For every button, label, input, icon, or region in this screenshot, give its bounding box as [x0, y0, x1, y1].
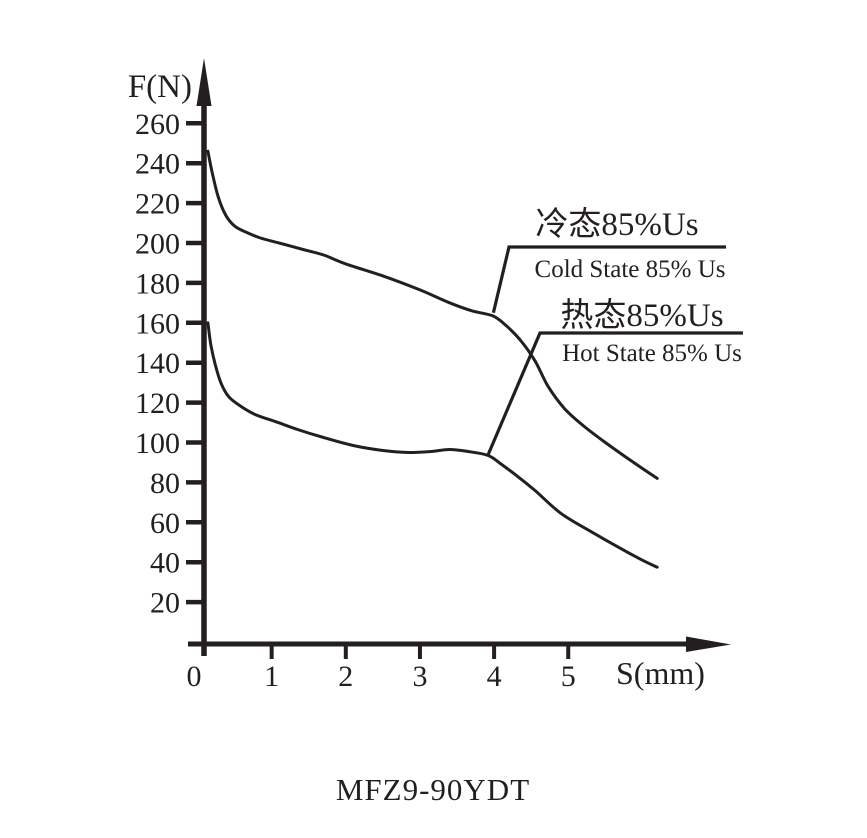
cold-curve — [206, 149, 659, 480]
x-tick-label: 0 — [187, 660, 202, 693]
x-tick-label: 1 — [264, 660, 279, 693]
y-tick-label: 220 — [135, 188, 180, 221]
y-tick-label: 140 — [135, 347, 180, 380]
x-tick-label: 2 — [338, 660, 353, 693]
y-tick-label: 200 — [135, 228, 180, 261]
x-tick-label: 3 — [412, 660, 427, 693]
chart-title: MFZ9-90YDT — [336, 772, 530, 807]
annotation-cold-label-en: Cold State 85% Us — [535, 256, 726, 283]
y-axis-arrowhead — [196, 58, 212, 106]
y-tick-label: 160 — [135, 307, 180, 340]
y-axis-title: F(N) — [128, 69, 192, 105]
series-layer — [206, 149, 659, 569]
callout-lines-layer — [486, 245, 743, 456]
y-tick-label: 100 — [135, 427, 180, 460]
annotation-cold-label-cn: 冷态85%Us — [535, 206, 698, 243]
y-tick-label: 260 — [135, 108, 180, 141]
y-tick-label: 20 — [150, 587, 180, 620]
x-tick-label: 5 — [561, 660, 576, 693]
y-tick-label: 180 — [135, 267, 180, 300]
annotation-hot-label-cn: 热态85%Us — [560, 297, 723, 334]
x-tick-label: 4 — [487, 660, 502, 693]
hot-callout-line — [486, 331, 743, 456]
y-tick-label: 40 — [150, 547, 180, 580]
y-tick-label: 80 — [150, 467, 180, 500]
x-axis-arrowhead — [686, 636, 731, 652]
y-tick-label: 120 — [135, 387, 180, 420]
y-tick-label: 240 — [135, 148, 180, 181]
hot-curve — [206, 321, 659, 569]
cold-callout-line — [491, 245, 726, 314]
x-axis-title: S(mm) — [616, 655, 705, 691]
annotation-hot-label-en: Hot State 85% Us — [562, 340, 742, 367]
ticks-layer: 20 40 60 80 100 120 140 160 180 200 220 240 260 0 1 2 3 4… — [135, 108, 576, 693]
y-tick-label: 60 — [150, 507, 180, 540]
